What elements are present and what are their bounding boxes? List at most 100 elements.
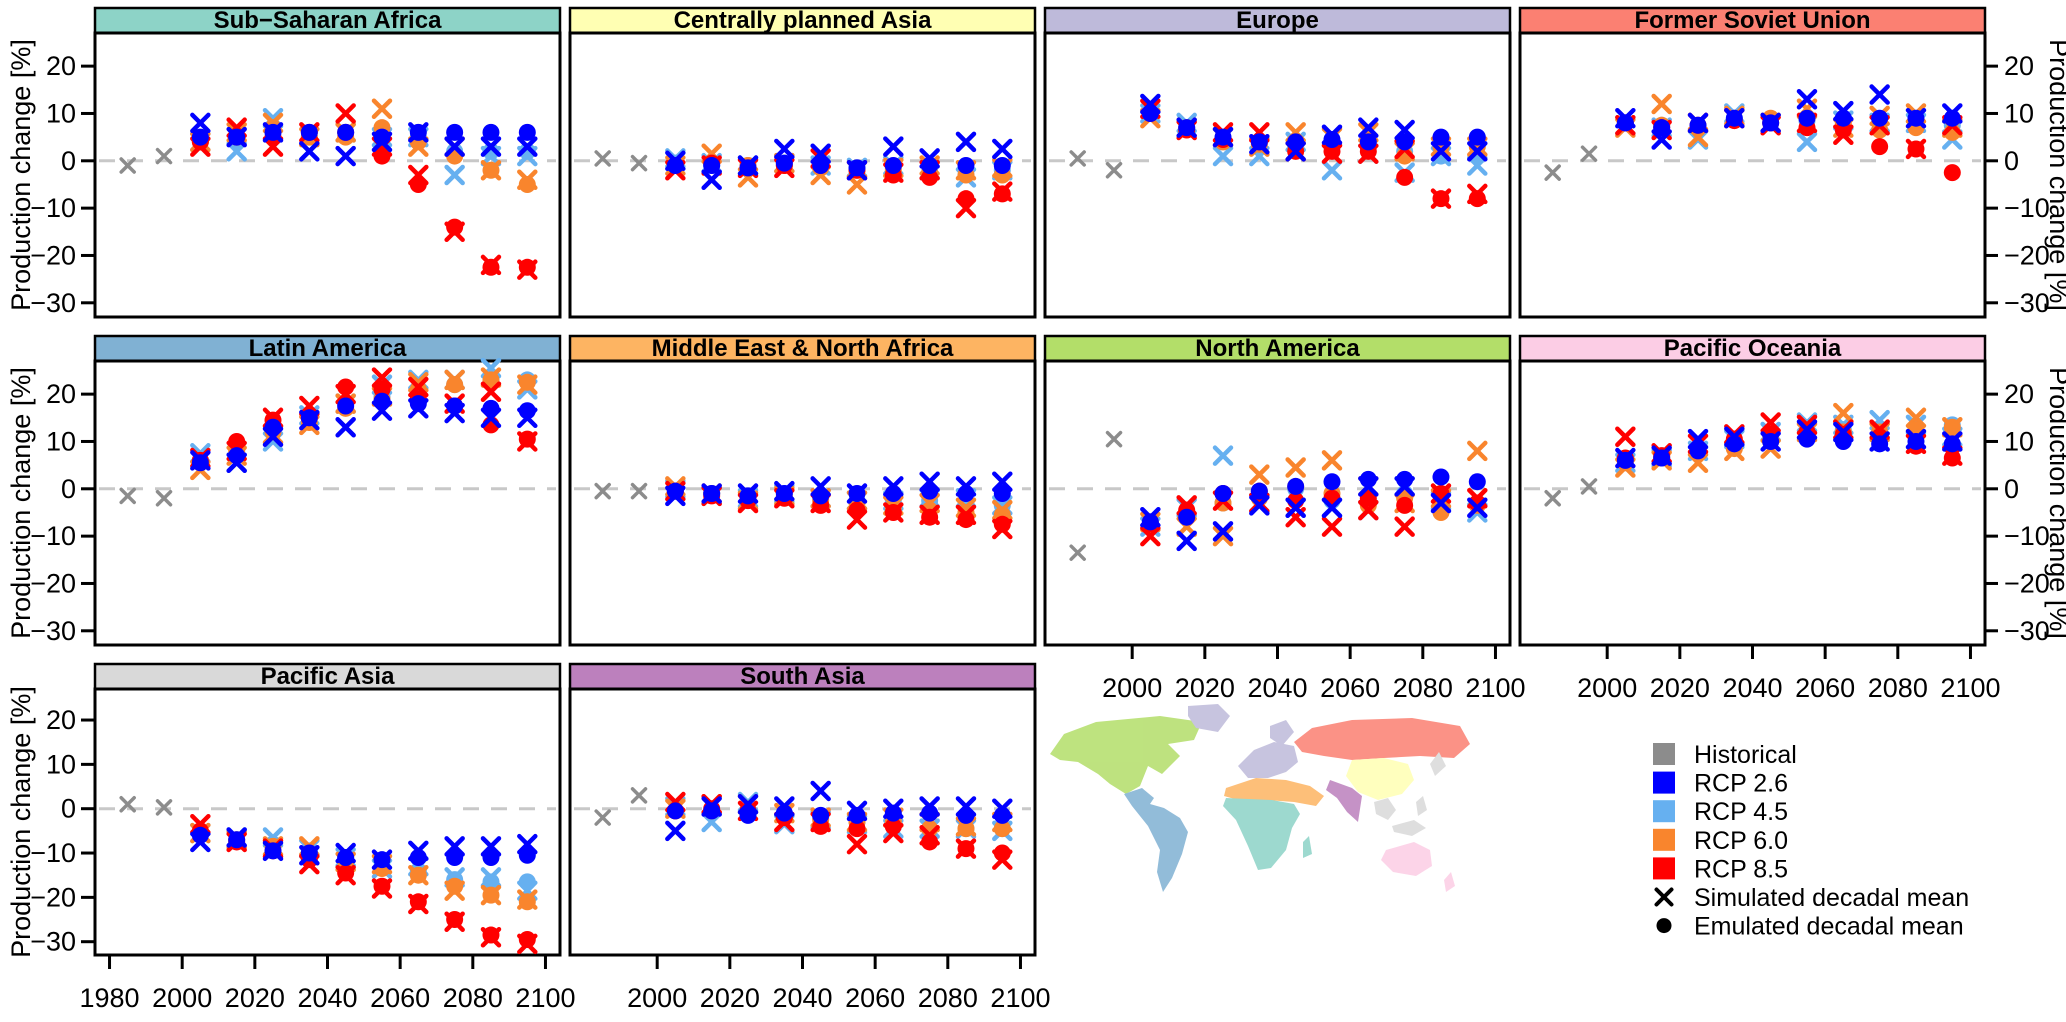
world-region-map <box>1050 704 1470 892</box>
marker-emu-rcp45 <box>518 873 536 891</box>
x-tick-label: 2040 <box>772 983 832 1013</box>
map-region-north_america <box>1050 716 1202 794</box>
y-tick-label: −10 <box>30 838 76 868</box>
marker-sim-rcp26 <box>335 145 356 167</box>
panel-middle-east-north-africa: Middle East & North Africa <box>568 334 1037 647</box>
x-tick-label: 2060 <box>845 983 905 1013</box>
marker-emu-rcp85 <box>848 501 866 519</box>
marker-sim-rcp26 <box>1869 84 1890 105</box>
marker-sim-rcp85 <box>1321 516 1343 537</box>
map-region-sub_saharan_africa <box>1223 798 1312 870</box>
marker-emu-rcp26 <box>1616 114 1634 132</box>
marker-emu-rcp26 <box>1178 119 1196 137</box>
x-tick-label: 2020 <box>700 983 760 1013</box>
marker-emu-rcp26 <box>1943 435 1961 453</box>
x-tick-label: 2060 <box>1795 673 1855 703</box>
marker-emu-rcp85 <box>1834 121 1852 139</box>
marker-historical <box>119 487 136 505</box>
marker-emu-rcp85 <box>1468 494 1486 512</box>
x-tick-label: 2080 <box>1393 673 1453 703</box>
marker-emu-rcp85 <box>373 877 391 895</box>
marker-emu-rcp85 <box>1396 168 1414 186</box>
marker-emu-rcp26 <box>373 851 391 869</box>
marker-emu-rcp85 <box>884 817 902 835</box>
x-tick-label: 2000 <box>152 983 212 1013</box>
marker-emu-rcp85 <box>373 380 391 398</box>
marker-emu-rcp26 <box>409 848 427 866</box>
y-tick-label: −30 <box>2004 616 2050 646</box>
marker-emu-rcp26 <box>1141 513 1159 531</box>
marker-historical <box>594 809 611 826</box>
marker-emu-rcp26 <box>884 157 902 175</box>
marker-emu-rcp26 <box>409 395 427 413</box>
marker-sim-rcp45 <box>1796 131 1818 153</box>
marker-sim-rcp85 <box>846 833 868 855</box>
y-tick-label: 20 <box>46 379 76 409</box>
panel-title-south-asia: South Asia <box>740 663 865 690</box>
marker-emu-rcp45 <box>482 142 500 160</box>
marker-emu-rcp85 <box>337 864 355 882</box>
marker-sim-rcp60 <box>1212 525 1234 547</box>
marker-sim-rcp26 <box>883 136 904 157</box>
marker-emu-rcp26 <box>1323 473 1341 491</box>
marker-emu-rcp85 <box>446 218 464 236</box>
marker-emu-rcp85 <box>993 515 1011 533</box>
marker-emu-rcp85 <box>957 190 975 208</box>
marker-emu-rcp26 <box>1287 477 1305 495</box>
marker-emu-rcp26 <box>373 128 391 146</box>
marker-historical <box>1069 150 1086 167</box>
marker-historical <box>630 482 648 500</box>
y-tick-label: −10 <box>2004 521 2050 551</box>
y-tick-label: 20 <box>46 51 76 81</box>
panel-plot-former-soviet-union <box>1518 31 1987 319</box>
marker-emu-rcp26 <box>703 802 721 820</box>
marker-emu-rcp60 <box>482 161 500 179</box>
marker-sim-rcp26 <box>1358 117 1379 138</box>
marker-emu-rcp85 <box>1359 489 1377 507</box>
marker-emu-rcp26 <box>957 157 975 175</box>
marker-emu-rcp60 <box>957 820 975 838</box>
panel-north-america: North America 2000 2020 2040 2060 2080 2100 <box>1043 334 1526 703</box>
marker-emu-rcp26 <box>300 409 318 427</box>
panel-header-north-america <box>1043 334 1512 363</box>
legend-swatch-2 <box>1653 800 1675 823</box>
marker-sim-rcp26 <box>701 169 722 190</box>
marker-emu-rcp85 <box>993 844 1011 862</box>
marker-emu-rcp26 <box>993 806 1011 824</box>
marker-emu-rcp26 <box>1689 442 1707 460</box>
marker-emu-rcp26 <box>373 392 391 410</box>
marker-emu-rcp26 <box>739 487 757 505</box>
marker-emu-rcp26 <box>300 123 318 141</box>
x-tick-label: 2100 <box>515 983 575 1013</box>
marker-historical <box>155 799 173 816</box>
marker-historical <box>155 147 173 165</box>
y-tick-label: −30 <box>30 288 76 318</box>
marker-emu-rcp26 <box>482 123 500 141</box>
marker-sim-rcp85 <box>480 381 502 403</box>
marker-emu-rcp85 <box>848 820 866 838</box>
panel-pacific-asia: Pacific Asia 1980 2000 2020 2040 2060 2080 2100 <box>79 662 576 1013</box>
marker-emu-rcp85 <box>1907 140 1925 158</box>
marker-emu-rcp26 <box>775 804 793 822</box>
map-region-centrally_planned_asia <box>1346 758 1414 800</box>
marker-emu-rcp85 <box>518 258 536 276</box>
marker-historical <box>1544 164 1561 181</box>
marker-sim-rcp26 <box>444 136 465 157</box>
panel-title-former-soviet-union: Former Soviet Union <box>1634 7 1870 34</box>
map-region-europe <box>1188 704 1298 778</box>
marker-sim-rcp26 <box>1321 497 1343 518</box>
marker-sim-rcp26 <box>774 138 795 160</box>
x-tick-label: 2020 <box>225 983 285 1013</box>
marker-emu-rcp26 <box>812 157 830 175</box>
y-tick-label: 20 <box>2004 51 2034 81</box>
marker-historical <box>1580 478 1598 495</box>
y-axis-title-right: Production change [%] <box>2044 39 2066 311</box>
marker-emu-rcp85 <box>957 840 975 858</box>
marker-historical <box>1544 490 1561 507</box>
marker-emu-rcp26 <box>848 485 866 503</box>
marker-emu-rcp85 <box>993 185 1011 203</box>
y-tick-label: −20 <box>30 882 76 912</box>
marker-emu-rcp26 <box>666 157 684 175</box>
marker-sim-rcp26 <box>1176 530 1197 552</box>
